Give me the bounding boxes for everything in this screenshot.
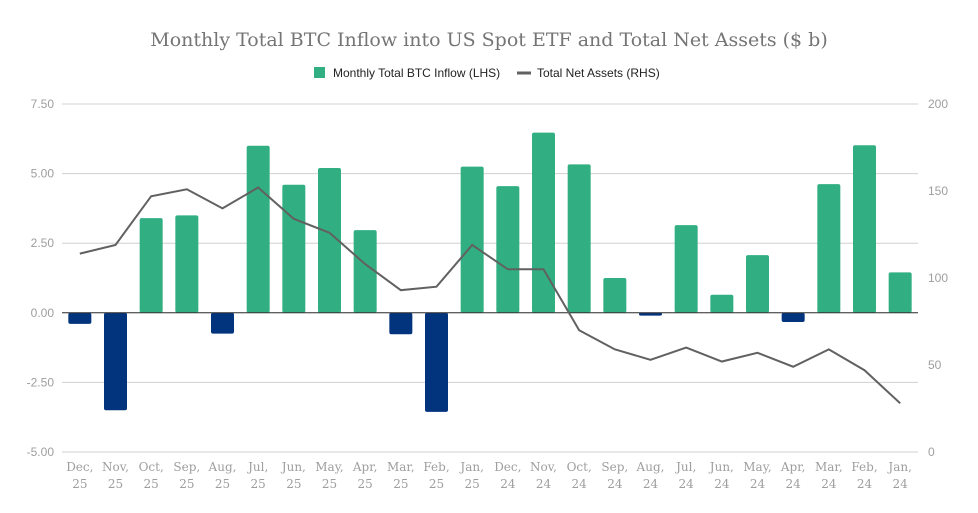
net-assets-line [79,186,901,405]
right-axis-tick: 150 [928,184,948,198]
left-axis-tick: -5.00 [27,445,55,459]
x-axis-tick: Jan, 25 [458,460,484,491]
left-axis-tick: 2.50 [31,236,55,250]
x-axis-tick: Feb, 25 [423,460,449,491]
inflow-bar [175,215,199,313]
x-axis-tick: Apr, 24 [780,460,806,491]
x-axis-tick: Oct, 24 [567,460,592,491]
x-axis-tick: Sep, 24 [601,460,628,491]
x-axis-tick: Jun, 24 [708,460,734,491]
right-axis-tick: 100 [928,271,948,285]
inflow-bar [603,278,627,313]
inflow-bar [353,230,377,313]
inflow-bar [567,164,591,313]
inflow-bar [460,166,484,313]
x-axis-tick: May, 24 [743,460,771,491]
x-axis-tick: Aug, 24 [636,460,665,491]
x-axis-tick: Dec, 25 [66,460,93,491]
x-axis-tick: Dec, 24 [494,460,521,491]
inflow-bar [710,294,734,313]
inflow-bar [425,312,448,412]
inflow-bar [817,184,841,313]
left-axis-tick: -2.50 [27,375,55,389]
inflow-bar [318,168,341,313]
x-axis-tick: Oct, 25 [139,460,164,491]
x-axis-tick: Mar, 25 [387,460,415,491]
x-axis-tick: Feb, 24 [851,460,877,491]
x-axis-tick: Apr, 25 [352,460,378,491]
inflow-bar [853,145,876,313]
legend: Monthly Total BTC Inflow (LHS) Total Net… [314,66,660,80]
inflow-bar [781,312,805,322]
x-axis-tick: Aug, 25 [208,460,237,491]
left-axis-tick: 0.00 [31,306,55,320]
legend-label-inflow: Monthly Total BTC Inflow (LHS) [333,66,500,80]
inflow-bar [532,132,555,313]
x-axis-tick: May, 25 [315,460,343,491]
inflow-bar [68,312,92,324]
inflow-bar [282,184,306,313]
x-axis-tick: Jul, 25 [246,460,268,491]
inflow-bar [389,312,413,335]
x-axis-tick: Mar, 24 [815,460,843,491]
inflow-bar [746,255,769,313]
inflow-bar [139,218,163,313]
right-axis-tick: 200 [928,97,948,111]
x-axis-tick: Nov, 25 [102,460,129,491]
inflow-bar [246,145,270,313]
left-axis-tick: 5.00 [31,167,55,181]
inflow-bar [888,272,912,313]
x-axis-tick: Sep, 25 [173,460,200,491]
inflow-bar [104,312,127,411]
x-axis-tick: Jul, 24 [674,460,696,491]
inflow-bar [674,225,698,313]
x-axis-tick: Jun, 25 [280,460,306,491]
legend-label-assets: Total Net Assets (RHS) [537,66,660,80]
x-axis-tick: Jan, 24 [886,460,912,491]
inflow-bar [211,312,234,334]
chart-title: Monthly Total BTC Inflow into US Spot ET… [150,29,828,51]
left-axis-tick: 7.50 [31,97,55,111]
right-axis-tick: 50 [928,358,942,372]
x-axis-tick: Nov, 24 [530,460,557,491]
inflow-bar [639,312,662,316]
legend-swatch-inflow [314,67,325,78]
inflow-bar [496,186,520,313]
right-axis-tick: 0 [928,445,935,459]
